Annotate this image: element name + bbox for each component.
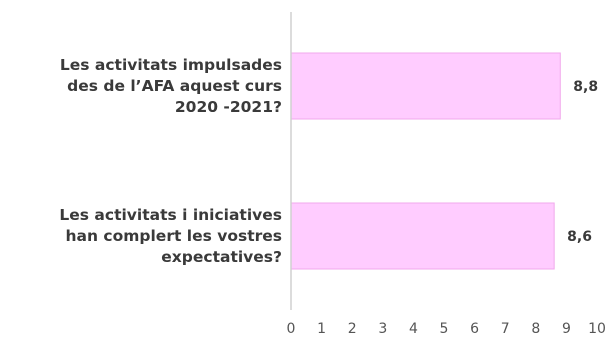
category-label-1-line-1: Les activitats impulsades [60,56,282,74]
x-tick-label-10: 10 [588,321,606,337]
category-label-2-line-2: han complert les vostres [65,227,282,245]
x-tick-label-1: 1 [317,321,326,337]
x-tick-label-4: 4 [409,321,418,337]
x-tick-label-3: 3 [378,321,387,337]
x-tick-label-9: 9 [562,321,571,337]
x-tick-label-0: 0 [287,321,296,337]
category-label-1-line-3: 2020 -2021? [175,98,282,116]
category-label-1-line-2: des de l’AFA aquest curs [67,77,282,95]
x-tick-label-5: 5 [440,321,449,337]
x-tick-label-2: 2 [348,321,357,337]
bar-1 [290,52,561,120]
data-label-2: 8,6 [567,229,592,245]
x-tick-label-8: 8 [531,321,540,337]
x-tick-label-7: 7 [501,321,510,337]
data-label-1: 8,8 [573,79,598,95]
category-label-2-line-1: Les activitats i iniciatives [59,206,282,224]
x-tick-label-6: 6 [470,321,479,337]
category-label-2-line-3: expectatives? [161,248,282,266]
bar-2 [290,202,555,270]
